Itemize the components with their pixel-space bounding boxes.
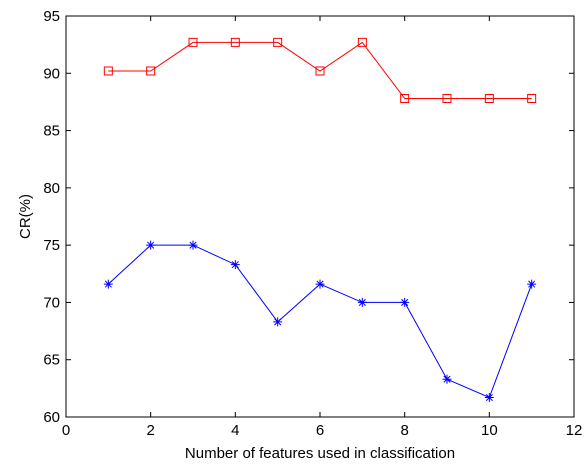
data-point-asterisk	[357, 297, 367, 307]
x-tick-label: 4	[231, 422, 239, 439]
y-tick-label: 90	[43, 65, 60, 82]
y-tick-label: 95	[43, 8, 60, 25]
data-point-square	[103, 66, 113, 76]
x-tick-label: 0	[62, 422, 70, 439]
y-axis: 60 65 70 75 80 85 90 95	[43, 8, 574, 426]
x-tick-label: 6	[316, 422, 324, 439]
data-point-square	[357, 37, 367, 47]
x-axis-title: Number of features used in classificatio…	[185, 445, 455, 462]
data-point-square	[230, 37, 240, 47]
series-1	[103, 37, 537, 103]
x-tick-label: 12	[566, 422, 583, 439]
y-axis-title: CR(%)	[17, 194, 34, 239]
data-point-asterisk	[442, 374, 452, 384]
y-tick-label: 75	[43, 237, 60, 254]
data-point-asterisk	[400, 297, 410, 307]
data-point-square	[442, 93, 452, 103]
y-tick-label: 70	[43, 294, 60, 311]
x-tick-label: 8	[400, 422, 408, 439]
plot-area	[65, 15, 575, 418]
data-point-asterisk	[527, 279, 537, 289]
data-point-asterisk	[103, 279, 113, 289]
data-point-asterisk	[315, 279, 325, 289]
series-layer	[103, 37, 537, 403]
series-line	[108, 41, 532, 99]
y-tick-label: 80	[43, 180, 60, 197]
x-tick-label: 2	[146, 422, 154, 439]
y-tick-label: 60	[43, 409, 60, 426]
data-point-square	[146, 66, 156, 76]
x-axis: 0 2 4 6 8 10 12	[62, 16, 583, 439]
y-tick-label: 85	[43, 123, 60, 140]
data-point-square	[527, 93, 537, 103]
data-point-square	[188, 37, 198, 47]
data-point-asterisk	[484, 393, 494, 403]
y-tick-label: 65	[43, 352, 60, 369]
data-point-square	[273, 37, 283, 47]
x-tick-label: 10	[481, 422, 498, 439]
data-point-square	[400, 93, 410, 103]
data-point-square	[484, 93, 494, 103]
data-point-asterisk	[230, 260, 240, 270]
data-point-asterisk	[273, 317, 283, 327]
data-point-asterisk	[188, 240, 198, 250]
data-point-square	[315, 66, 325, 76]
data-point-asterisk	[146, 240, 156, 250]
series-2	[103, 240, 537, 403]
